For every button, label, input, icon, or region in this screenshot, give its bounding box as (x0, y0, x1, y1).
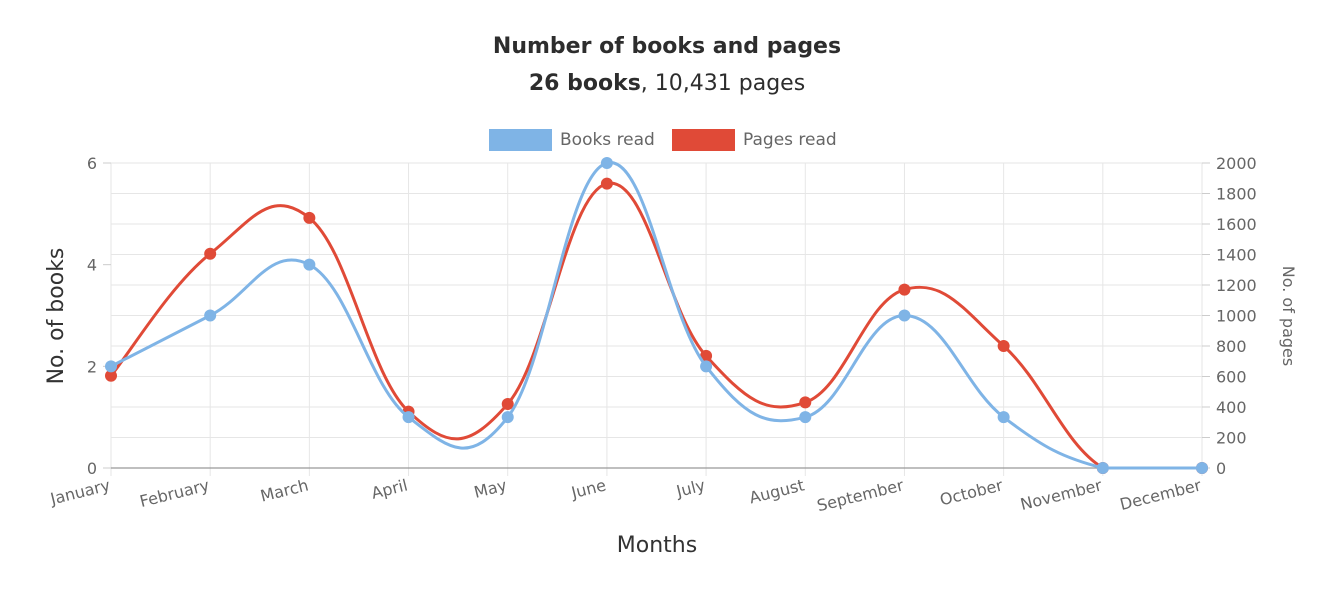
books-read-point[interactable] (105, 360, 117, 373)
pages-read-point[interactable] (303, 211, 316, 224)
x-tick-label: July (674, 475, 707, 501)
books-read-point[interactable] (204, 309, 217, 322)
books-read-point[interactable] (501, 411, 514, 424)
y2-tick-label: 800 (1216, 337, 1247, 356)
x-tick-label: April (369, 475, 409, 502)
pages-read-point[interactable] (600, 177, 613, 190)
pages-read-point[interactable] (501, 397, 514, 410)
x-tick-label: June (569, 475, 608, 502)
books-read-point[interactable] (799, 411, 812, 424)
pages-read-line (109, 181, 1202, 470)
x-tick-label: December (1118, 475, 1204, 514)
chart-title: Number of books and pages (492, 34, 842, 59)
pages-read-point[interactable] (898, 283, 911, 296)
x-tick-label: November (1018, 475, 1104, 514)
pages-read-point[interactable] (204, 247, 217, 260)
pages-read-point[interactable] (997, 340, 1010, 352)
books-read-point[interactable] (997, 411, 1010, 424)
legend-label: Books read (560, 130, 655, 150)
books-read-point[interactable] (898, 309, 911, 322)
y2-tick-label: 400 (1216, 398, 1247, 417)
legend: Books read Pages read (489, 129, 837, 151)
grid (110, 162, 1203, 476)
chart-subtitle: 26 books, 10,431 pages (0, 71, 1334, 96)
legend-item-pages-read[interactable]: Pages read (672, 129, 837, 151)
axis-titles: Months No. of books No. of pages (44, 248, 1298, 558)
y2-tick-label: 600 (1216, 368, 1247, 387)
y-tick-label: 2 (87, 357, 97, 376)
books-read-point[interactable] (700, 360, 713, 373)
y-tick-label: 6 (87, 154, 97, 173)
subtitle-books: 26 books (528, 71, 641, 96)
x-tick-label: October (938, 475, 1005, 509)
y2-tick-label: 1000 (1216, 307, 1257, 326)
books-read-point[interactable] (402, 411, 415, 424)
legend-swatch (672, 129, 735, 151)
books-read-point[interactable] (303, 258, 316, 271)
y2-tick-label: 2000 (1216, 154, 1257, 173)
series-group (105, 157, 1208, 474)
pages-read-point[interactable] (700, 349, 713, 362)
legend-label: Pages read (743, 130, 837, 150)
y2-tick-label: 200 (1216, 429, 1247, 448)
y-tick-label: 4 (87, 256, 97, 275)
y2-axis-title: No. of pages (1279, 266, 1298, 366)
books-read-point[interactable] (600, 157, 613, 169)
x-tick-label: January (48, 475, 112, 508)
y-tick-label: 0 (87, 459, 97, 478)
pages-read-point[interactable] (105, 369, 117, 382)
y2-tick-label: 1400 (1216, 246, 1257, 265)
y-axis-title: No. of books (44, 248, 69, 385)
subtitle-pages: , 10,431 pages (640, 71, 806, 96)
books-read-point[interactable] (1096, 462, 1109, 474)
pages-read-point[interactable] (799, 396, 812, 409)
legend-item-books-read[interactable]: Books read (489, 129, 655, 151)
x-tick-label: February (138, 475, 211, 511)
y2-tick-label: 1600 (1216, 215, 1257, 234)
legend-swatch (489, 129, 552, 151)
x-tick-label: August (747, 475, 806, 507)
x-axis-title: Months (617, 533, 697, 558)
x-tick-label: September (815, 475, 906, 515)
x-tick-label: May (472, 475, 509, 501)
y2-tick-label: 1800 (1216, 185, 1257, 204)
books-read-point[interactable] (1196, 462, 1208, 474)
x-tick-label: March (258, 475, 310, 505)
y2-tick-label: 0 (1216, 459, 1226, 478)
y2-tick-label: 1200 (1216, 276, 1257, 295)
